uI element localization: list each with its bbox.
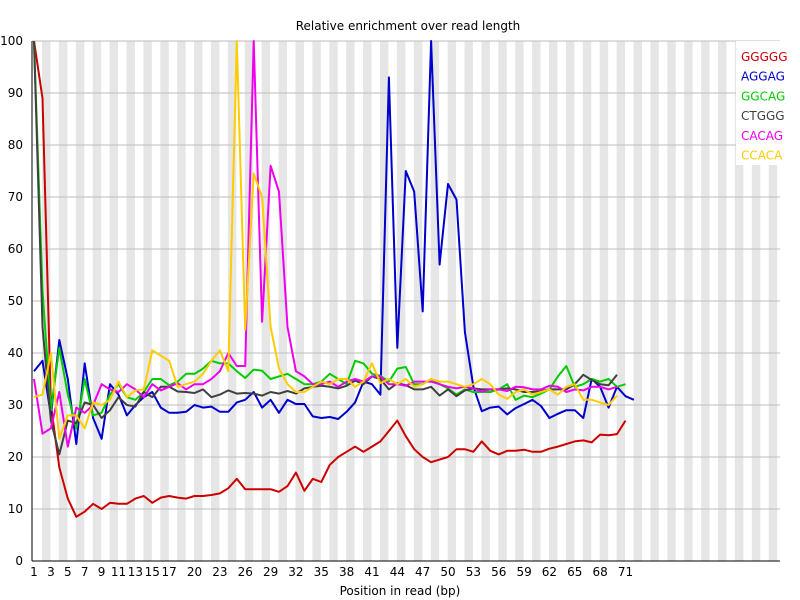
x-tick-label: 71	[618, 565, 633, 579]
x-tick-label: 47	[415, 565, 430, 579]
y-tick-label: 70	[8, 190, 23, 204]
legend-entry-ccaca: CCACA	[741, 149, 783, 163]
x-tick-label: 7	[81, 565, 89, 579]
x-tick-label: 41	[364, 565, 379, 579]
x-tick-label: 53	[466, 565, 481, 579]
x-tick-label: 65	[567, 565, 582, 579]
y-tick-labels: 0 10 20 30 40 50 60 70 80 90 100	[0, 34, 23, 568]
x-axis-label: Position in read (bp)	[340, 584, 461, 598]
series-line-ggcag	[33, 40, 626, 430]
x-tick-label: 32	[288, 565, 303, 579]
x-tick-label: 20	[187, 565, 202, 579]
x-tick-label: 26	[238, 565, 253, 579]
legend-entry-aggag: AGGAG	[741, 70, 785, 84]
x-tick-label: 3	[47, 565, 55, 579]
legend-entry-ggcag: GGCAG	[741, 89, 785, 103]
y-tick-label: 50	[8, 294, 23, 308]
y-tick-label: 40	[8, 346, 23, 360]
legend: GGGGG AGGAG GGCAG CTGGG CACAG CCACA	[736, 41, 788, 165]
y-tick-label: 80	[8, 138, 23, 152]
x-tick-label: 11	[111, 565, 126, 579]
x-tick-label: 13	[128, 565, 143, 579]
x-tick-label: 50	[440, 565, 455, 579]
legend-box	[736, 41, 786, 165]
x-tick-label: 9	[98, 565, 106, 579]
legend-entry-ggggg: GGGGG	[741, 50, 788, 64]
x-tick-label: 17	[162, 565, 177, 579]
x-tick-label: 15	[145, 565, 160, 579]
chart-title: Relative enrichment over read length	[296, 19, 521, 33]
y-tick-label: 90	[8, 86, 23, 100]
x-tick-label: 62	[542, 565, 557, 579]
series-lines	[33, 40, 635, 518]
x-tick-label: 5	[64, 565, 72, 579]
x-tick-labels: 1 3 5 7 9 11 13 15 17 20 23 26 29 32 35 38 41 44 47 50 53 56 5…	[30, 565, 633, 579]
x-tick-label: 1	[30, 565, 38, 579]
x-tick-label: 59	[516, 565, 531, 579]
x-tick-label: 44	[390, 565, 405, 579]
series-line-ggggg	[33, 40, 627, 518]
y-tick-label: 30	[8, 398, 23, 412]
x-tick-label: 35	[314, 565, 329, 579]
x-tick-label: 38	[339, 565, 354, 579]
y-tick-label: 60	[8, 242, 23, 256]
legend-entry-cacag: CACAG	[741, 129, 783, 143]
x-tick-label: 56	[491, 565, 506, 579]
x-tick-label: 68	[593, 565, 608, 579]
y-tick-label: 10	[8, 502, 23, 516]
legend-entry-ctggg: CTGGG	[741, 109, 785, 123]
y-tick-label: 20	[8, 450, 23, 464]
series-line-ccaca	[33, 40, 618, 440]
x-tick-label: 29	[263, 565, 278, 579]
horizontal-gridlines	[32, 40, 780, 510]
y-tick-label: 100	[0, 34, 23, 48]
y-tick-label: 0	[15, 554, 23, 568]
x-tick-label: 23	[212, 565, 227, 579]
